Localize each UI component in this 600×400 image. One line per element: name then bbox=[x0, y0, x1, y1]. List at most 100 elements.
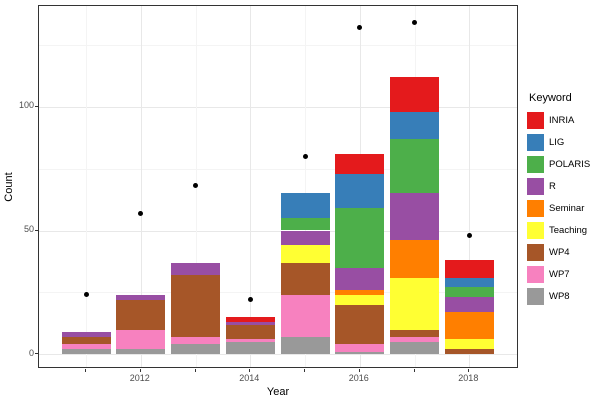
gridline-y-minor bbox=[39, 292, 517, 294]
gridline-x bbox=[469, 6, 471, 367]
bar-segment-r-2018 bbox=[444, 297, 494, 313]
bar-segment-wp7-2016 bbox=[335, 344, 385, 352]
legend-key-swatch bbox=[527, 288, 544, 305]
gridline-y-minor bbox=[39, 168, 517, 170]
gridline-x bbox=[305, 6, 307, 367]
bar-segment-r-2015 bbox=[280, 230, 330, 246]
bar-segment-r-2011 bbox=[61, 332, 111, 337]
bar-segment-wp7-2012 bbox=[116, 329, 166, 350]
data-point-2018 bbox=[466, 232, 472, 238]
bar-segment-inria-2017 bbox=[390, 76, 440, 112]
bar-segment-lig-2015 bbox=[280, 193, 330, 219]
legend-item-label: POLARIS bbox=[549, 159, 591, 170]
bar-segment-wp7-2015 bbox=[280, 294, 330, 337]
bar-segment-teaching-2017 bbox=[390, 277, 440, 330]
data-point-2015 bbox=[302, 153, 308, 159]
bar-segment-r-2014 bbox=[225, 322, 275, 325]
legend-item-inria: INRIA bbox=[527, 112, 599, 129]
gridline-y-major bbox=[39, 230, 517, 232]
legend-item-polaris: POLARIS bbox=[527, 156, 599, 173]
gridline-x bbox=[250, 6, 252, 367]
legend-item-label: LIG bbox=[549, 137, 565, 148]
bar-segment-wp8-2013 bbox=[171, 344, 221, 355]
bar-segment-r-2016 bbox=[335, 267, 385, 290]
bar-segment-wp4-2012 bbox=[116, 299, 166, 330]
bar-segment-polaris-2015 bbox=[280, 218, 330, 231]
legend-key-swatch bbox=[527, 244, 544, 261]
legend-item-label: Seminar bbox=[549, 203, 585, 214]
bar-segment-lig-2017 bbox=[390, 111, 440, 139]
y-tick-label: 0 bbox=[28, 347, 34, 358]
legend-title: Keyword bbox=[529, 92, 572, 104]
bar-segment-wp4-2016 bbox=[335, 304, 385, 345]
data-point-2013 bbox=[193, 183, 199, 189]
bar-segment-wp7-2017 bbox=[390, 336, 440, 342]
y-tick-mark bbox=[35, 105, 38, 107]
x-tick-mark bbox=[304, 369, 306, 372]
legend-item-label: Teaching bbox=[549, 225, 588, 236]
legend-item-seminar: Seminar bbox=[527, 200, 599, 217]
bar-segment-wp8-2011 bbox=[61, 349, 111, 355]
legend-item-r: R bbox=[527, 178, 599, 195]
bar-segment-teaching-2015 bbox=[280, 245, 330, 263]
legend-key-swatch bbox=[527, 266, 544, 283]
legend-key-swatch bbox=[527, 222, 544, 239]
x-tick-label: 2012 bbox=[129, 373, 150, 383]
bar-segment-polaris-2016 bbox=[335, 208, 385, 268]
bar-segment-inria-2016 bbox=[335, 153, 385, 174]
legend-item-lig: LIG bbox=[527, 134, 599, 151]
data-point-2016 bbox=[357, 24, 363, 30]
bar-segment-r-2017 bbox=[390, 193, 440, 241]
bar-segment-wp8-2015 bbox=[280, 336, 330, 355]
legend-item-label: INRIA bbox=[549, 115, 575, 126]
plot-panel bbox=[38, 5, 518, 368]
bar-segment-r-2012 bbox=[116, 294, 166, 300]
x-tick-mark bbox=[139, 369, 141, 372]
x-tick-mark bbox=[194, 369, 196, 372]
x-tick-mark bbox=[468, 369, 470, 372]
x-tick-mark bbox=[249, 369, 251, 372]
gridline-x bbox=[140, 6, 142, 367]
x-tick-mark bbox=[413, 369, 415, 372]
y-axis-title: Count bbox=[3, 172, 15, 202]
x-tick-label: 2018 bbox=[458, 373, 479, 383]
bar-segment-polaris-2018 bbox=[444, 287, 494, 298]
gridline-y-major bbox=[39, 354, 517, 356]
data-point-2014 bbox=[247, 297, 253, 303]
bar-segment-seminar-2016 bbox=[335, 289, 385, 295]
bar-segment-wp4-2014 bbox=[225, 324, 275, 340]
legend-item-teaching: Teaching bbox=[527, 222, 599, 239]
gridline-y-major bbox=[39, 106, 517, 108]
data-point-2017 bbox=[412, 20, 418, 26]
legend: Keyword INRIA LIG POLARIS R Seminar Teaching W… bbox=[527, 92, 599, 310]
x-tick-mark bbox=[358, 369, 360, 372]
y-tick-label: 100 bbox=[18, 100, 34, 111]
bar-segment-inria-2014 bbox=[225, 317, 275, 323]
legend-item-wp8: WP8 bbox=[527, 288, 599, 305]
bar-segment-teaching-2018 bbox=[444, 339, 494, 350]
x-tick-mark bbox=[85, 369, 86, 372]
x-tick-label: 2014 bbox=[239, 373, 260, 383]
bar-segment-wp4-2017 bbox=[390, 329, 440, 337]
bar-segment-wp7-2011 bbox=[61, 344, 111, 350]
bar-segment-wp7-2013 bbox=[171, 336, 221, 345]
bar-segment-inria-2018 bbox=[444, 260, 494, 278]
legend-item-label: WP8 bbox=[549, 291, 570, 302]
legend-key-swatch bbox=[527, 200, 544, 217]
bar-segment-wp4-2013 bbox=[171, 275, 221, 337]
bar-segment-lig-2016 bbox=[335, 173, 385, 209]
bar-segment-wp8-2012 bbox=[116, 349, 166, 355]
bar-segment-lig-2018 bbox=[444, 277, 494, 288]
data-point-2012 bbox=[138, 210, 144, 216]
bar-segment-wp4-2011 bbox=[61, 336, 111, 345]
legend-item-label: R bbox=[549, 181, 556, 192]
x-axis-title: Year bbox=[266, 386, 290, 398]
y-tick-label: 50 bbox=[23, 224, 34, 234]
bar-segment-seminar-2018 bbox=[444, 312, 494, 340]
bar-segment-seminar-2017 bbox=[390, 240, 440, 278]
legend-items: INRIA LIG POLARIS R Seminar Teaching WP4 WP7 WP8 bbox=[527, 112, 599, 305]
legend-item-wp4: WP4 bbox=[527, 244, 599, 261]
legend-key-swatch bbox=[527, 112, 544, 129]
legend-item-label: WP4 bbox=[549, 247, 570, 258]
